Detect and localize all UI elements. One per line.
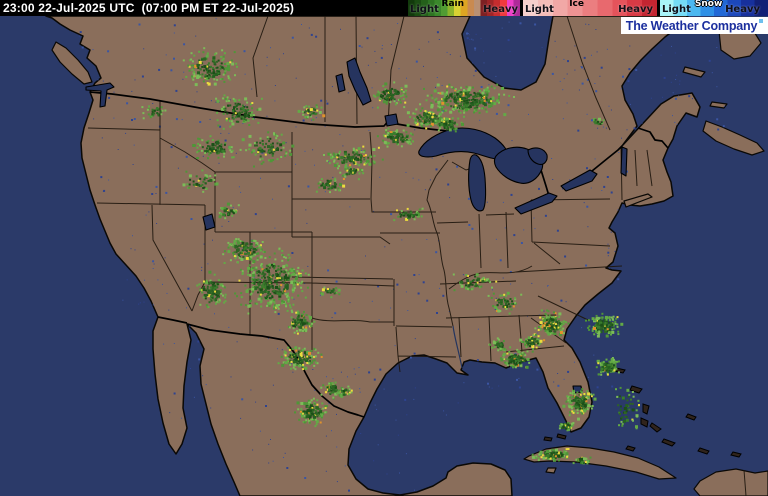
prince-edward-island xyxy=(709,101,728,109)
us-canada-border xyxy=(89,91,669,197)
us-mexico-border xyxy=(157,316,365,418)
georgian-bay xyxy=(527,147,548,165)
timestamp-text: 23:00 22-Jul-2025 UTC (07:00 PM ET 22-Ju… xyxy=(3,1,295,15)
puget-sound xyxy=(85,82,115,108)
radar-echo-layer xyxy=(141,47,640,465)
weather-company-logo-dot-icon xyxy=(759,19,764,23)
florida-keys xyxy=(543,433,567,442)
lake-champlain xyxy=(620,146,628,177)
hispaniola-island xyxy=(693,468,768,496)
weather-company-logo: The Weather Company xyxy=(621,17,768,34)
rain-heavy-label: Heavy xyxy=(483,4,518,15)
rain-scale-title: Rain xyxy=(441,0,465,9)
great-salt-lake xyxy=(202,213,216,231)
lake-michigan xyxy=(468,154,487,212)
ice-heavy-label: Heavy xyxy=(618,4,653,15)
rain-light-label: Light xyxy=(410,4,439,15)
long-island xyxy=(623,193,653,208)
mississippi-river xyxy=(452,325,463,369)
ice-light-label: Light xyxy=(525,4,554,15)
vancouver-island xyxy=(51,41,93,85)
intensity-legend: Rain Light Heavy Ice Light Heavy Snow Li… xyxy=(408,0,768,16)
country-borders-layer xyxy=(89,91,669,418)
lake-erie xyxy=(514,192,558,215)
ice-scale-title: Ice xyxy=(569,0,584,9)
bahamas-islands xyxy=(613,367,742,458)
ice-intensity-scale: Ice Light Heavy xyxy=(523,0,657,16)
snow-intensity-scale: Snow Light Heavy xyxy=(660,0,768,16)
lake-manitoba xyxy=(335,73,346,93)
snow-heavy-label: Heavy xyxy=(725,4,760,15)
rain-intensity-scale: Rain Light Heavy xyxy=(408,0,520,16)
isle-of-youth xyxy=(545,467,557,474)
lakes-layer xyxy=(85,57,628,394)
snow-light-label: Light xyxy=(662,4,691,15)
snow-scale-title: Snow xyxy=(694,0,723,9)
weather-company-logo-text: The Weather Company xyxy=(625,18,758,33)
lake-of-the-woods xyxy=(384,113,399,127)
lake-winnipeg xyxy=(346,57,372,106)
small-lakes-speckle-layer xyxy=(78,18,725,492)
lake-ontario xyxy=(560,169,598,192)
anticosti-island xyxy=(682,66,706,78)
